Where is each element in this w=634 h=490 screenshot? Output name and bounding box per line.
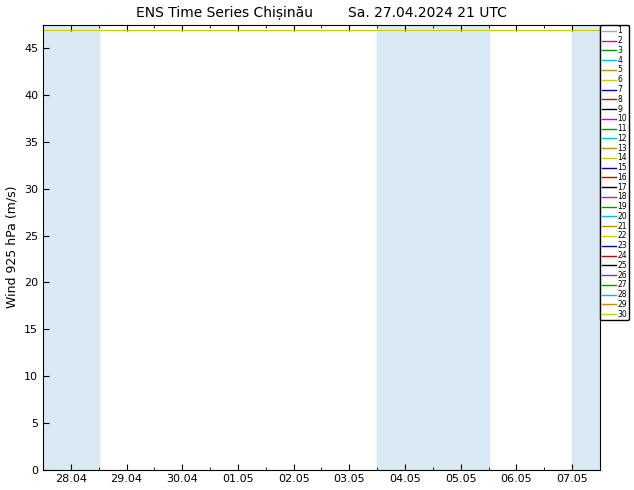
Legend: 1, 2, 3, 4, 5, 6, 7, 8, 9, 10, 11, 12, 13, 14, 15, 16, 17, 18, 19, 20, 21, 22, 2: 1, 2, 3, 4, 5, 6, 7, 8, 9, 10, 11, 12, 1… xyxy=(600,25,628,320)
Bar xyxy=(572,25,600,469)
Bar xyxy=(43,25,99,469)
Y-axis label: Wind 925 hPa (m/s): Wind 925 hPa (m/s) xyxy=(6,186,18,309)
Bar xyxy=(377,25,489,469)
Title: ENS Time Series Chișinău        Sa. 27.04.2024 21 UTC: ENS Time Series Chișinău Sa. 27.04.2024 … xyxy=(136,5,507,20)
